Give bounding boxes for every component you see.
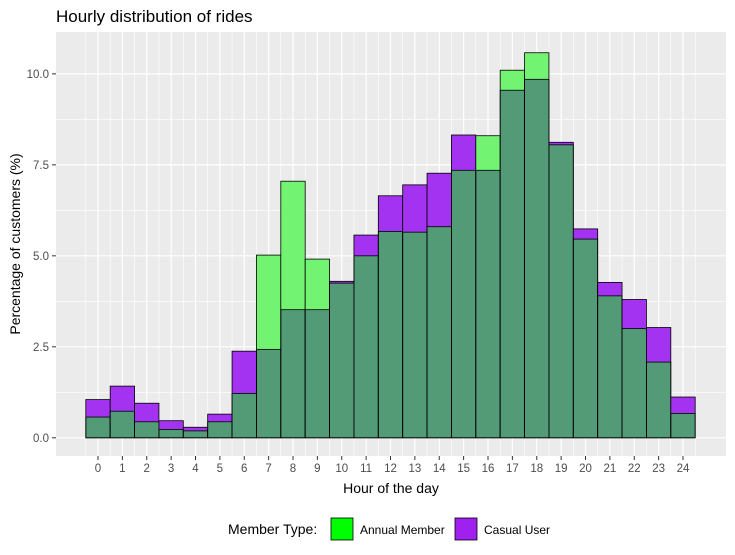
- bar-casual-user-15: [451, 134, 476, 171]
- y-tick-label: 5.0: [33, 251, 49, 263]
- bar-overlap-5: [207, 421, 233, 438]
- legend-key-annual-member: [330, 517, 354, 541]
- x-tick-label: 15: [457, 463, 470, 475]
- bar-annual-member-8: [280, 181, 306, 310]
- x-tick-label: 22: [628, 463, 641, 475]
- bar-casual-user-3: [158, 420, 184, 430]
- bar-overlap-18: [524, 79, 549, 438]
- x-axis-title: Hour of the day: [343, 480, 439, 496]
- x-tick-label: 0: [95, 463, 101, 475]
- bar-outline-casual-user-23: [646, 327, 672, 439]
- bar-overlap-24: [670, 413, 696, 438]
- bar-overlap-8: [280, 309, 306, 438]
- legend-key-casual-user: [454, 517, 478, 541]
- x-tick-label: 13: [408, 463, 421, 475]
- legend: Member Type: Annual Member Casual User: [228, 517, 550, 541]
- bar-annual-member-17: [500, 70, 525, 91]
- bar-casual-user-5: [207, 414, 233, 422]
- bar-casual-user-0: [85, 399, 111, 418]
- bar-overlap-7: [256, 349, 281, 438]
- bar-annual-member-18: [524, 52, 549, 80]
- x-tick-label: 23: [652, 463, 665, 475]
- x-tick-label: 17: [506, 463, 519, 475]
- bar-overlap-12: [378, 231, 403, 438]
- x-tick-label: 6: [241, 463, 247, 475]
- bar-overlap-3: [158, 429, 184, 438]
- legend-label-annual-member: Annual Member: [360, 523, 445, 537]
- bar-casual-user-10: [329, 281, 354, 284]
- bar-casual-user-20: [573, 228, 598, 240]
- bar-overlap-2: [134, 421, 159, 438]
- x-tick-label: 12: [384, 463, 397, 475]
- x-tick-label: 21: [603, 463, 616, 475]
- x-tick-label: 16: [482, 463, 495, 475]
- bar-annual-member-9: [305, 259, 330, 310]
- x-tick-label: 11: [360, 463, 372, 475]
- bar-overlap-6: [232, 393, 257, 438]
- bar-overlap-17: [500, 90, 525, 438]
- bar-casual-user-23: [646, 327, 671, 363]
- x-tick-label: 2: [144, 463, 150, 475]
- bar-overlap-23: [646, 362, 671, 438]
- x-tick-label: 19: [555, 463, 568, 475]
- x-tick-label: 20: [579, 463, 592, 475]
- bar-casual-user-21: [597, 282, 623, 296]
- x-tick-label: 5: [217, 463, 223, 475]
- bar-overlap-11: [353, 255, 379, 438]
- bar-casual-user-12: [378, 195, 403, 232]
- bar-casual-user-24: [670, 397, 696, 414]
- legend-title: Member Type:: [228, 521, 317, 537]
- bar-casual-user-19: [548, 142, 574, 145]
- bar-outline-casual-user-24: [670, 396, 696, 439]
- x-tick-label: 10: [335, 463, 348, 475]
- bar-overlap-20: [573, 239, 598, 438]
- bar-overlap-15: [451, 170, 476, 438]
- bar-overlap-9: [305, 309, 330, 438]
- bar-casual-user-14: [427, 173, 452, 227]
- y-tick-label: 2.5: [33, 342, 49, 354]
- bar-annual-member-16: [475, 135, 501, 171]
- bar-casual-user-1: [110, 386, 135, 412]
- chart-title: Hourly distribution of rides: [56, 7, 253, 26]
- x-tick-label: 3: [168, 463, 174, 475]
- bar-overlap-0: [85, 417, 111, 438]
- y-axis: 0.0 2.5 5.0 7.5 10.0: [27, 69, 56, 445]
- bar-overlap-1: [110, 411, 135, 438]
- bar-overlap-10: [329, 283, 354, 438]
- y-tick-label: 7.5: [33, 160, 49, 172]
- x-tick-label: 18: [530, 463, 543, 475]
- bar-casual-user-4: [183, 427, 208, 431]
- x-tick-label: 7: [265, 463, 271, 475]
- bar-overlap-22: [622, 328, 647, 438]
- x-axis: 0 1 2 3 4 5 6 7 8 9 10 11 12 13 14 15 16 17 18 19 20 21 22 23 24: [95, 456, 690, 475]
- legend-label-casual-user: Casual User: [484, 523, 550, 537]
- y-tick-label: 0.0: [33, 433, 49, 445]
- bar-casual-user-22: [622, 299, 647, 329]
- bar-casual-user-2: [134, 403, 159, 422]
- bar-casual-user-11: [353, 235, 379, 256]
- bar-casual-user-13: [402, 184, 428, 233]
- y-tick-label: 10.0: [27, 69, 49, 81]
- x-tick-label: 14: [433, 463, 446, 475]
- x-tick-label: 9: [314, 463, 320, 475]
- y-axis-title: Percentage of customers (%): [7, 153, 23, 334]
- x-tick-label: 1: [119, 463, 125, 475]
- bar-overlap-21: [597, 295, 623, 438]
- x-tick-label: 4: [192, 463, 199, 475]
- bar-overlap-16: [475, 170, 501, 438]
- bar-overlap-13: [402, 232, 428, 438]
- x-tick-label: 24: [677, 463, 690, 475]
- bar-overlap-19: [548, 144, 574, 438]
- bar-overlap-14: [427, 226, 452, 438]
- bar-annual-member-7: [256, 255, 281, 350]
- bars: [85, 52, 696, 439]
- bar-overlap-4: [183, 430, 208, 438]
- x-tick-label: 8: [290, 463, 296, 475]
- bar-casual-user-6: [232, 351, 257, 394]
